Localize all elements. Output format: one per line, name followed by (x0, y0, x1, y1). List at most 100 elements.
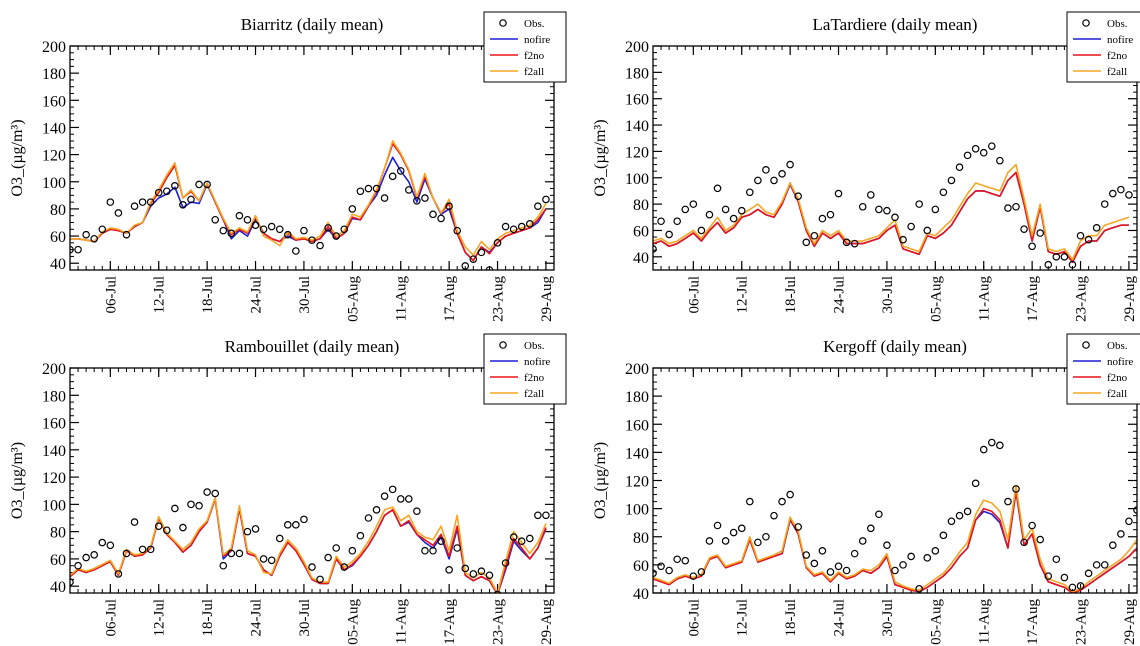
obs-point (955, 163, 964, 172)
obs-point (356, 187, 365, 196)
obs-point (987, 142, 996, 150)
y-tick-label: 60 (633, 558, 649, 575)
obs-point (130, 202, 139, 210)
obs-point (705, 210, 714, 219)
obs-point (179, 523, 187, 532)
obs-point (493, 590, 502, 593)
y-tick-label: 200 (42, 361, 66, 378)
obs-point (187, 500, 195, 509)
obs-point (534, 202, 542, 210)
obs-point (340, 563, 349, 571)
obs-point (1012, 485, 1020, 493)
obs-point (509, 533, 518, 541)
y-tick-label: 180 (42, 66, 66, 83)
y-axis-label: O3_(µg/m³) (9, 119, 26, 196)
obs-point (485, 571, 494, 580)
y-tick-label: 140 (625, 445, 649, 462)
obs-point (923, 554, 932, 562)
obs-point (130, 518, 139, 526)
obs-point (219, 226, 228, 235)
x-tick-label: 23-Aug (1074, 599, 1090, 645)
obs-point (858, 202, 867, 211)
x-tick-label: 29-Aug (1122, 276, 1138, 322)
plot-area (70, 140, 550, 270)
x-tick-label: 12-Jul (735, 276, 751, 314)
x-tick-label: 23-Aug (1074, 276, 1090, 322)
legend-label: nofire (1107, 34, 1133, 46)
obs-point (267, 556, 276, 565)
y-tick-label: 80 (633, 530, 649, 547)
obs-point (1060, 253, 1069, 261)
obs-point (171, 182, 179, 190)
obs-point (396, 167, 405, 175)
x-tick-label: 17-Aug (1025, 276, 1041, 322)
legend: Obs. nofire f2no f2all (1066, 11, 1140, 83)
obs-point (681, 205, 690, 214)
obs-point (955, 511, 964, 520)
obs-point (283, 230, 292, 239)
obs-point (98, 225, 107, 234)
obs-point (316, 241, 324, 250)
obs-point (1060, 573, 1069, 582)
obs-point (963, 151, 972, 160)
obs-point (745, 497, 754, 506)
obs-point (372, 184, 381, 193)
y-tick-label: 140 (42, 443, 66, 460)
legend-marker-obs (499, 341, 507, 349)
obs-point (971, 144, 980, 153)
obs-point (883, 541, 891, 549)
obs-point (146, 545, 155, 554)
obs-point (308, 563, 316, 571)
obs-point (794, 192, 803, 201)
obs-point (915, 200, 924, 208)
legend-label: Obs. (524, 18, 545, 30)
obs-point (525, 534, 534, 543)
obs-point (802, 238, 811, 247)
obs-point (754, 538, 762, 547)
x-tick-label: 06-Jul (103, 276, 119, 314)
x-tick-label: 18-Jul (200, 599, 216, 637)
x-tick-label: 05-Aug (345, 599, 361, 645)
legend: Obs. nofire f2no f2all (483, 333, 567, 405)
obs-point (283, 521, 292, 529)
chart-panel-2: LaTardiere (daily mean) O3_(µg/m³) 40 60 80 1… (592, 11, 1140, 322)
obs-point (1084, 569, 1093, 578)
series-line-f2no (653, 171, 1129, 263)
y-axis-label: O3_(µg/m³) (592, 119, 609, 196)
obs-point (388, 172, 397, 181)
obs-point (332, 232, 341, 240)
legend-label: f2all (1107, 388, 1127, 400)
obs-point (380, 492, 389, 500)
obs-point (267, 222, 276, 231)
legend: Obs. nofire f2no f2all (1066, 333, 1140, 405)
y-tick-label: 200 (625, 39, 649, 56)
obs-point (235, 211, 244, 220)
obs-point (300, 226, 308, 235)
obs-point (195, 501, 203, 510)
obs-point (1092, 224, 1101, 232)
obs-point (1117, 530, 1125, 538)
obs-point (195, 180, 203, 189)
obs-point (1125, 191, 1133, 199)
plot-area (70, 485, 550, 593)
obs-point (653, 569, 657, 578)
obs-point (154, 188, 163, 197)
obs-point (1068, 260, 1077, 269)
obs-point (372, 506, 381, 514)
series-line-f2no (70, 498, 547, 593)
obs-point (754, 176, 762, 185)
obs-point (1052, 253, 1061, 261)
series-line-nofire (653, 171, 1129, 263)
series-line-nofire (653, 490, 1137, 593)
obs-point (1028, 242, 1036, 251)
obs-point (453, 544, 462, 552)
obs-point (138, 545, 147, 554)
legend-label: f2no (524, 372, 545, 384)
obs-point (380, 194, 389, 202)
obs-point (179, 201, 187, 209)
obs-point (469, 255, 478, 263)
plot-area (653, 438, 1137, 593)
obs-point (445, 566, 453, 574)
series-line-f2all (653, 163, 1130, 261)
obs-point (866, 524, 875, 533)
